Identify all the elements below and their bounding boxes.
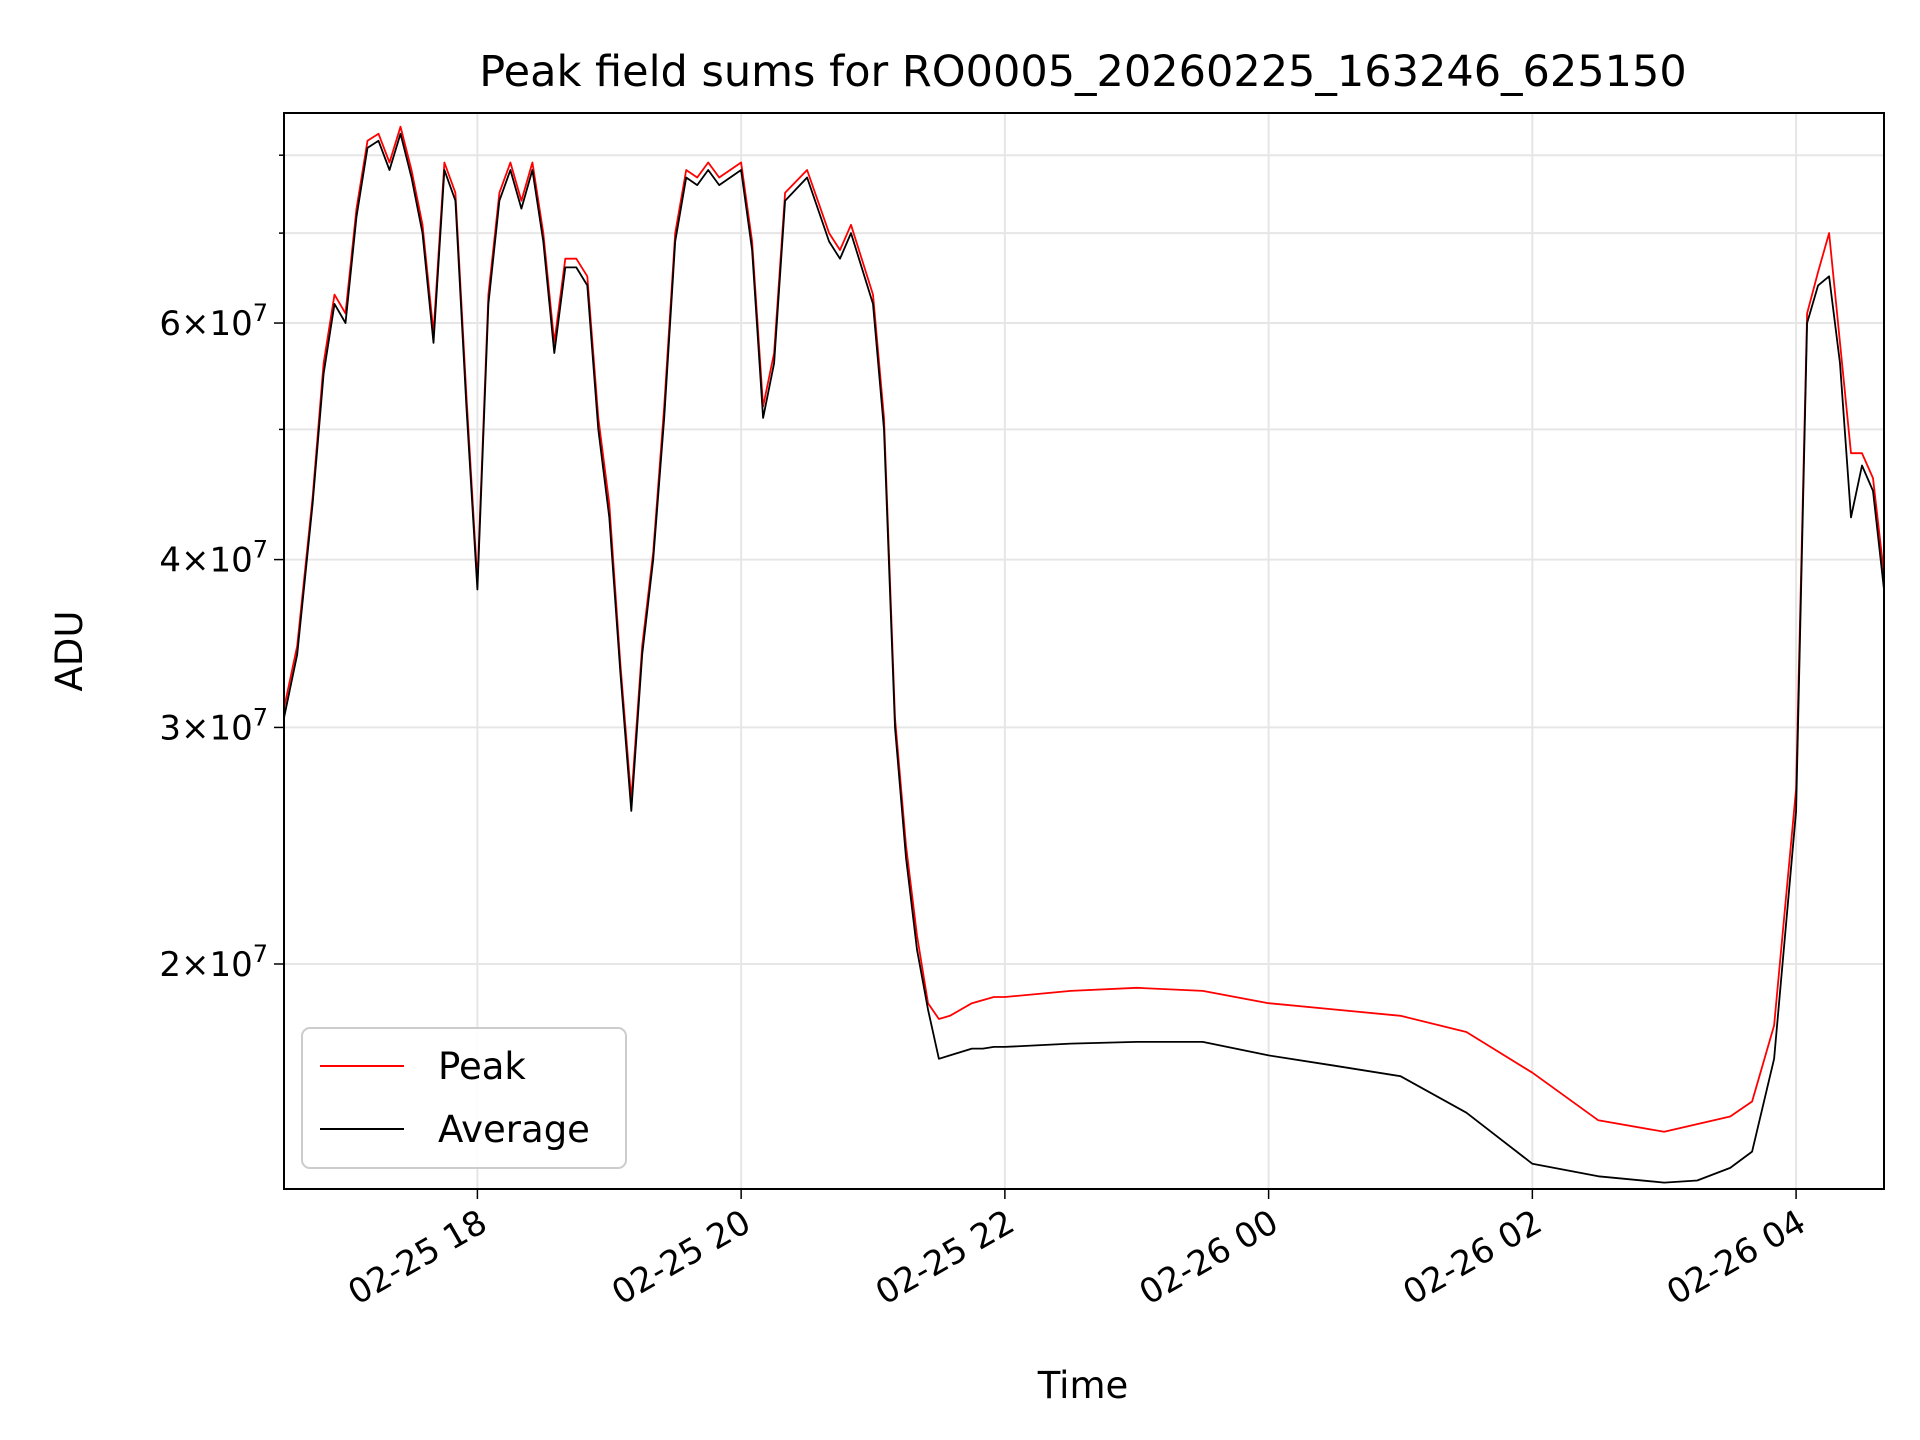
plot-frame: [283, 112, 1885, 1190]
y-tick-label: 4×107: [159, 536, 268, 581]
legend: Peak Average: [301, 1027, 627, 1169]
series-line-average: [284, 132, 1884, 1184]
legend-label-peak: Peak: [438, 1045, 526, 1088]
grid: [284, 113, 1884, 1189]
x-axis-label: Time: [1037, 1364, 1129, 1407]
y-axis: 2×107 3×107 4×107 6×107: [159, 154, 284, 985]
legend-label-average: Average: [438, 1108, 590, 1151]
y-axis-label: ADU: [48, 611, 91, 692]
legend-box: [301, 1027, 627, 1169]
y-tick-label: 6×107: [159, 299, 268, 344]
chart-title: Peak field sums for RO0005_20260225_1632…: [479, 47, 1686, 97]
series-layer: [284, 125, 1884, 1184]
y-tick-label: 2×107: [159, 940, 268, 985]
y-tick-label: 3×107: [159, 703, 268, 748]
